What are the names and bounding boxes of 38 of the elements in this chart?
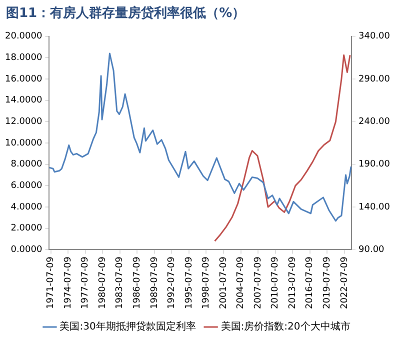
x-tick-label: 1989-07-09 [150, 256, 160, 310]
y-tick-label: 14.0000 [5, 96, 42, 106]
y-tick-label: 6.0000 [10, 181, 42, 192]
x-tick-label: 1992-07-09 [167, 256, 178, 310]
x-tick-label: 2016-07-09 [305, 256, 316, 310]
y-tick-label: 8.0000 [10, 160, 42, 170]
y-tick-label: 0.0000 [10, 245, 42, 256]
x-tick-label: 1983-07-09 [115, 256, 126, 310]
y-tick-label: 2.0000 [10, 224, 42, 234]
y2-tick-label: 240.00 [358, 117, 390, 128]
y-tick-label: 4.0000 [10, 202, 42, 212]
y2-tick-label: 340.00 [358, 32, 390, 42]
y-tick-label: 12.0000 [5, 117, 42, 128]
x-tick-label: 2013-07-09 [288, 256, 298, 310]
x-tick-label: 2007-07-09 [253, 256, 264, 310]
x-tick-label: 1980-07-09 [98, 256, 108, 310]
x-tick-label: 2019-07-09 [322, 256, 332, 310]
legend-label: 美国:30年期抵押贷款固定利率 [60, 320, 196, 333]
y-tick-label: 20.0000 [5, 32, 42, 42]
x-tick-label: 2010-07-09 [270, 256, 281, 310]
x-tick-label: 1974-07-09 [63, 256, 74, 310]
x-tick-label: 2022-07-09 [340, 256, 350, 310]
y-tick-label: 16.0000 [5, 74, 42, 84]
x-tick-label: 2004-07-09 [236, 256, 246, 310]
x-tick-label: 1998-07-09 [202, 256, 212, 310]
y2-tick-label: 90.00 [358, 245, 385, 256]
x-tick-label: 1977-07-09 [80, 256, 91, 310]
chart-title: 图11：有房人群存量房贷利率很低（%） [5, 4, 246, 23]
y2-tick-label: 190.00 [358, 160, 390, 170]
y-tick-label: 18.0000 [5, 53, 42, 64]
x-tick-label: 1995-07-09 [184, 256, 194, 310]
x-tick-label: 2001-07-09 [218, 256, 229, 310]
y-tick-label: 10.0000 [5, 138, 42, 148]
legend-label: 美国:房价指数:20个大中城市 [220, 320, 350, 333]
y2-tick-label: 140.00 [358, 202, 390, 212]
x-tick-label: 1971-07-09 [46, 256, 56, 310]
x-tick-label: 1986-07-09 [132, 256, 142, 310]
y2-tick-label: 290.00 [358, 74, 390, 84]
